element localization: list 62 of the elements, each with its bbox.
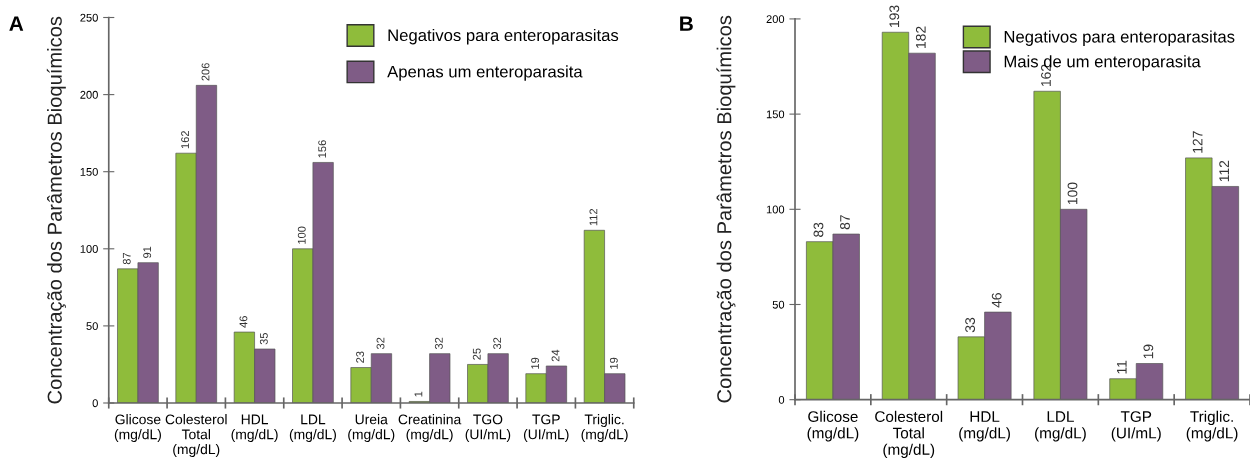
y-tick-label: 250 bbox=[80, 13, 98, 22]
x-tick-label: LDL (mg/dL) bbox=[289, 414, 336, 443]
data-label: 11 bbox=[1117, 360, 1127, 374]
x-tick-label: Colesterol Total (mg/dL) bbox=[165, 414, 227, 457]
y-tick-label: 200 bbox=[80, 90, 98, 99]
x-tick-label: Colesterol Total (mg/dL) bbox=[875, 410, 943, 458]
data-label: 24 bbox=[551, 349, 560, 362]
y-tick-label: 100 bbox=[766, 205, 785, 214]
y-tick-label: 0 bbox=[92, 399, 98, 408]
data-label: 25 bbox=[472, 348, 481, 360]
x-tick-label: TGP (UI/mL) bbox=[1111, 411, 1161, 442]
x-tick-label: Glicose (mg/dL) bbox=[114, 414, 161, 443]
y-tick-label: 150 bbox=[80, 167, 98, 176]
legend-label: Negativos para enteroparasitas bbox=[388, 28, 619, 45]
data-label: 19 bbox=[531, 357, 540, 369]
data-label: 100 bbox=[297, 226, 306, 244]
data-label: 162 bbox=[181, 131, 190, 149]
data-label: 156 bbox=[318, 140, 327, 158]
data-label: 46 bbox=[239, 316, 248, 328]
data-label: 87 bbox=[122, 252, 131, 265]
data-label: 112 bbox=[589, 208, 598, 226]
text: A bbox=[9, 16, 24, 31]
x-tick-label: HDL (mg/dL) bbox=[959, 411, 1010, 442]
data-label: 91 bbox=[143, 246, 152, 258]
y-tick-label: 50 bbox=[86, 322, 98, 331]
x-tick-label: TGO (UI/mL) bbox=[465, 414, 511, 443]
x-tick-label: Glicose (mg/dL) bbox=[807, 410, 859, 442]
data-label: 100 bbox=[1067, 182, 1078, 205]
x-tick-label: Creatinina (mg/dL) bbox=[398, 414, 462, 443]
data-label: 206 bbox=[201, 63, 210, 81]
data-label: 127 bbox=[1192, 131, 1203, 153]
x-tick-label: HDL (mg/dL) bbox=[231, 414, 278, 443]
y-axis-title: Concentração dos Parâmetros Bioquímicos bbox=[716, 15, 736, 403]
y-tick-label: 50 bbox=[772, 300, 785, 309]
y-tick-label: 0 bbox=[778, 395, 785, 404]
data-label: 33 bbox=[965, 317, 976, 333]
data-label: 23 bbox=[356, 351, 365, 363]
data-label: 19 bbox=[1143, 344, 1154, 359]
x-tick-label: TGP (UI/mL) bbox=[523, 414, 569, 443]
text: B bbox=[680, 16, 693, 31]
x-tick-label: Triglic. (mg/dL) bbox=[581, 414, 628, 443]
data-label: 32 bbox=[493, 337, 502, 350]
y-tick-label: 150 bbox=[766, 110, 785, 119]
data-label: 182 bbox=[915, 26, 926, 48]
data-label: 32 bbox=[434, 337, 443, 350]
data-label: 193 bbox=[889, 5, 900, 28]
data-label: 83 bbox=[813, 222, 824, 237]
data-label: 87 bbox=[840, 215, 850, 230]
data-label: 32 bbox=[376, 337, 385, 350]
y-axis-title: Concentração dos Parâmetros Bioquímicos bbox=[46, 16, 66, 404]
data-label: 112 bbox=[1219, 160, 1229, 182]
x-tick-label: LDL (mg/dL) bbox=[1035, 411, 1086, 442]
y-tick-label: 100 bbox=[80, 245, 98, 253]
y-tick-label: 200 bbox=[766, 15, 785, 24]
data-label: 1 bbox=[414, 391, 423, 397]
x-tick-label: Triglic. (mg/dL) bbox=[1186, 410, 1238, 442]
legend-label: Apenas um enteroparasita bbox=[387, 65, 583, 81]
data-label: 19 bbox=[609, 357, 618, 369]
data-label: 46 bbox=[991, 293, 1002, 308]
x-tick-label: Ureia (mg/dL) bbox=[348, 414, 395, 443]
data-label: 35 bbox=[259, 332, 268, 345]
legend-label: Negativos para enteroparasitas bbox=[1004, 30, 1235, 46]
